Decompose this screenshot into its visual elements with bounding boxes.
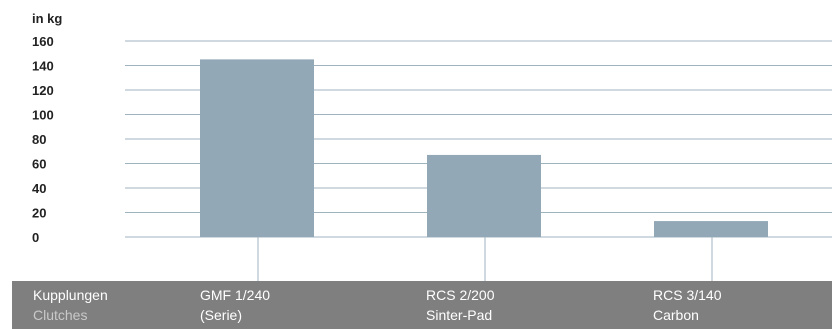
y-tick-label: 100: [32, 108, 54, 123]
category-3-variant: Carbon: [653, 307, 699, 323]
y-tick-label: 20: [32, 206, 46, 221]
y-axis-unit-label: in kg: [32, 11, 63, 26]
category-3-name: RCS 3/140: [653, 287, 722, 303]
y-tick-label: 40: [32, 181, 46, 196]
category-footer-band: Kupplungen Clutches GMF 1/240 (Serie) RC…: [12, 281, 832, 329]
category-connector-lines: [257, 237, 713, 281]
category-2-variant: Sinter-Pad: [426, 307, 493, 323]
category-1-name: GMF 1/240: [200, 287, 271, 303]
bar-1: [200, 59, 314, 237]
category-label-1: GMF 1/240 (Serie): [200, 285, 270, 325]
category-1-variant: (Serie): [200, 307, 243, 323]
y-tick-label: 0: [32, 230, 39, 245]
bar-2: [427, 154, 541, 237]
y-tick-label: 160: [32, 34, 54, 49]
category-label-2: RCS 2/200 Sinter-Pad: [426, 285, 494, 325]
y-tick-label: 60: [32, 157, 46, 172]
category-2-name: RCS 2/200: [426, 287, 495, 303]
category-label-3: RCS 3/140 Carbon: [653, 285, 721, 325]
row-header: Kupplungen Clutches: [33, 285, 108, 325]
y-axis-tick-labels: 160 140 120 100 80 60 40 20 0: [32, 34, 54, 245]
bars: [200, 59, 768, 237]
bar-3: [654, 221, 768, 237]
row-header-english: Clutches: [33, 307, 88, 323]
y-tick-label: 120: [32, 83, 54, 98]
y-tick-label: 80: [32, 132, 46, 147]
y-tick-label: 140: [32, 59, 54, 74]
row-header-german: Kupplungen: [33, 287, 108, 303]
